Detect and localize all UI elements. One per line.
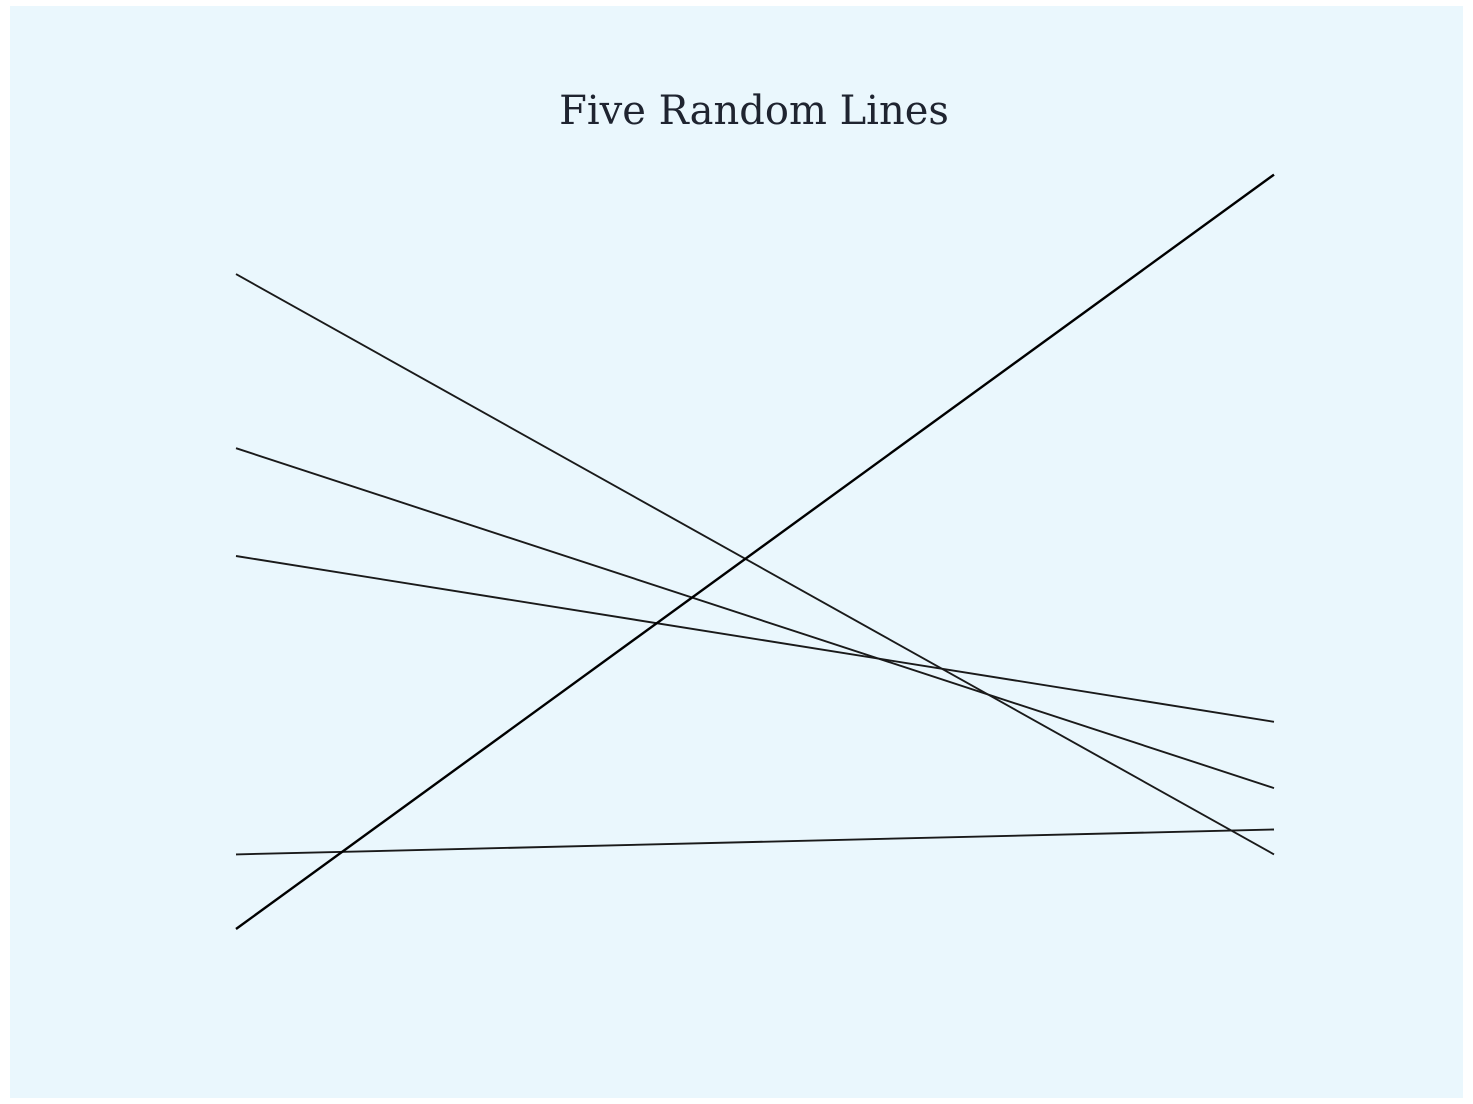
series-line-3 xyxy=(235,555,1275,723)
series-line-4 xyxy=(235,828,1275,856)
series-line-5 xyxy=(235,173,1275,930)
series-line-1 xyxy=(235,273,1275,856)
series-layer xyxy=(235,173,1275,930)
series-line-2 xyxy=(235,447,1275,790)
chart-title: Five Random Lines xyxy=(559,88,949,134)
